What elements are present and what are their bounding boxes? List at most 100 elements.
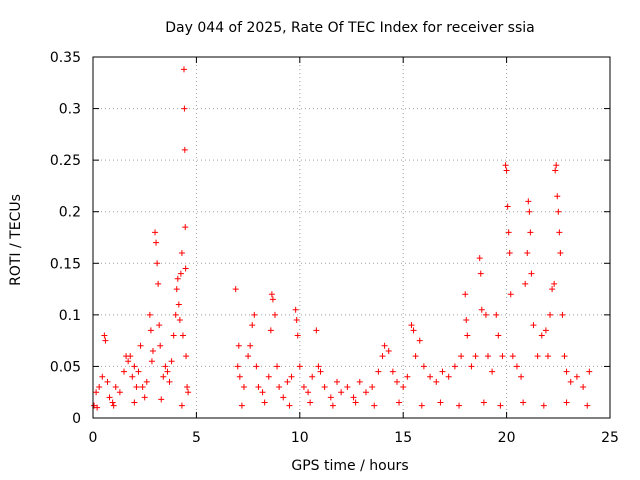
data-point [509, 353, 516, 360]
data-point [178, 402, 185, 409]
data-point [147, 327, 154, 334]
data-point [520, 399, 527, 406]
data-point [420, 363, 427, 370]
data-point [155, 280, 162, 287]
data-point [584, 402, 591, 409]
data-point [433, 378, 440, 385]
data-point [131, 399, 138, 406]
data-point [309, 373, 316, 380]
data-point [518, 373, 525, 380]
data-point [344, 384, 351, 391]
data-point [259, 389, 266, 396]
data-point [182, 265, 189, 272]
data-point [276, 384, 283, 391]
data-point [495, 332, 502, 339]
data-point [104, 378, 111, 385]
data-point [280, 394, 287, 401]
y-tick-label: 0.05 [50, 359, 81, 375]
data-point [133, 384, 140, 391]
data-point [313, 327, 320, 334]
data-point [182, 224, 189, 231]
data-point [294, 332, 301, 339]
data-point [269, 296, 276, 303]
data-point [329, 402, 336, 409]
data-point [524, 249, 531, 256]
data-point [389, 368, 396, 375]
x-tick-label: 10 [291, 430, 309, 446]
data-point [307, 399, 314, 406]
data-point [451, 363, 458, 370]
data-point [149, 347, 156, 354]
data-point [249, 322, 256, 329]
data-point [172, 311, 179, 318]
y-tick-label: 0.25 [50, 153, 81, 169]
data-point [482, 311, 489, 318]
data-point [181, 105, 188, 112]
data-point [379, 353, 386, 360]
data-point [305, 389, 312, 396]
data-point [499, 353, 506, 360]
data-point [143, 378, 150, 385]
data-point [369, 384, 376, 391]
data-point [146, 311, 153, 318]
data-point [183, 353, 190, 360]
data-point [184, 384, 191, 391]
data-point [174, 275, 181, 282]
data-point [396, 399, 403, 406]
data-point [534, 353, 541, 360]
x-tick-label: 0 [89, 430, 98, 446]
data-point [153, 239, 160, 246]
data-point [416, 337, 423, 344]
data-point [152, 229, 159, 236]
data-point [506, 249, 513, 256]
data-point [232, 286, 239, 293]
data-point [408, 322, 415, 329]
data-point [468, 363, 475, 370]
data-point [267, 327, 274, 334]
data-point [561, 353, 568, 360]
data-point [507, 291, 514, 298]
x-axis-label: GPS time / hours [291, 458, 408, 474]
data-point [463, 317, 470, 324]
data-point [493, 311, 500, 318]
data-point [99, 373, 106, 380]
data-point [292, 306, 299, 313]
x-tick-label: 25 [601, 430, 619, 446]
data-point [245, 353, 252, 360]
data-point [385, 347, 392, 354]
data-point [404, 373, 411, 380]
y-axis-label: ROTI / TECUs [8, 194, 24, 286]
data-point [321, 384, 328, 391]
data-point [148, 358, 155, 365]
data-point [141, 394, 148, 401]
data-point [255, 384, 262, 391]
data-point [480, 399, 487, 406]
data-points [91, 66, 593, 411]
data-point [484, 353, 491, 360]
data-point [154, 260, 161, 267]
data-point [526, 208, 533, 215]
data-point [261, 399, 268, 406]
data-point [121, 368, 128, 375]
data-point [286, 402, 293, 409]
y-tick-label: 0.3 [59, 102, 81, 118]
data-point [176, 317, 183, 324]
data-point [284, 378, 291, 385]
data-point [525, 198, 532, 205]
data-point [109, 399, 116, 406]
x-tick-label: 15 [394, 430, 412, 446]
data-point [410, 327, 417, 334]
data-point [362, 389, 369, 396]
data-point [527, 229, 534, 236]
axis-ticks: 0 5 10 15 20 25 0 0.05 0.1 0.15 0.2 0.25 0.3 0.35 [50, 50, 619, 446]
data-point [567, 378, 574, 385]
data-point [101, 332, 108, 339]
y-tick-label: 0.2 [59, 205, 81, 221]
data-point [400, 384, 407, 391]
data-point [135, 368, 142, 375]
data-point [458, 353, 465, 360]
data-point [551, 280, 558, 287]
data-point [274, 363, 281, 370]
data-point [477, 270, 484, 277]
